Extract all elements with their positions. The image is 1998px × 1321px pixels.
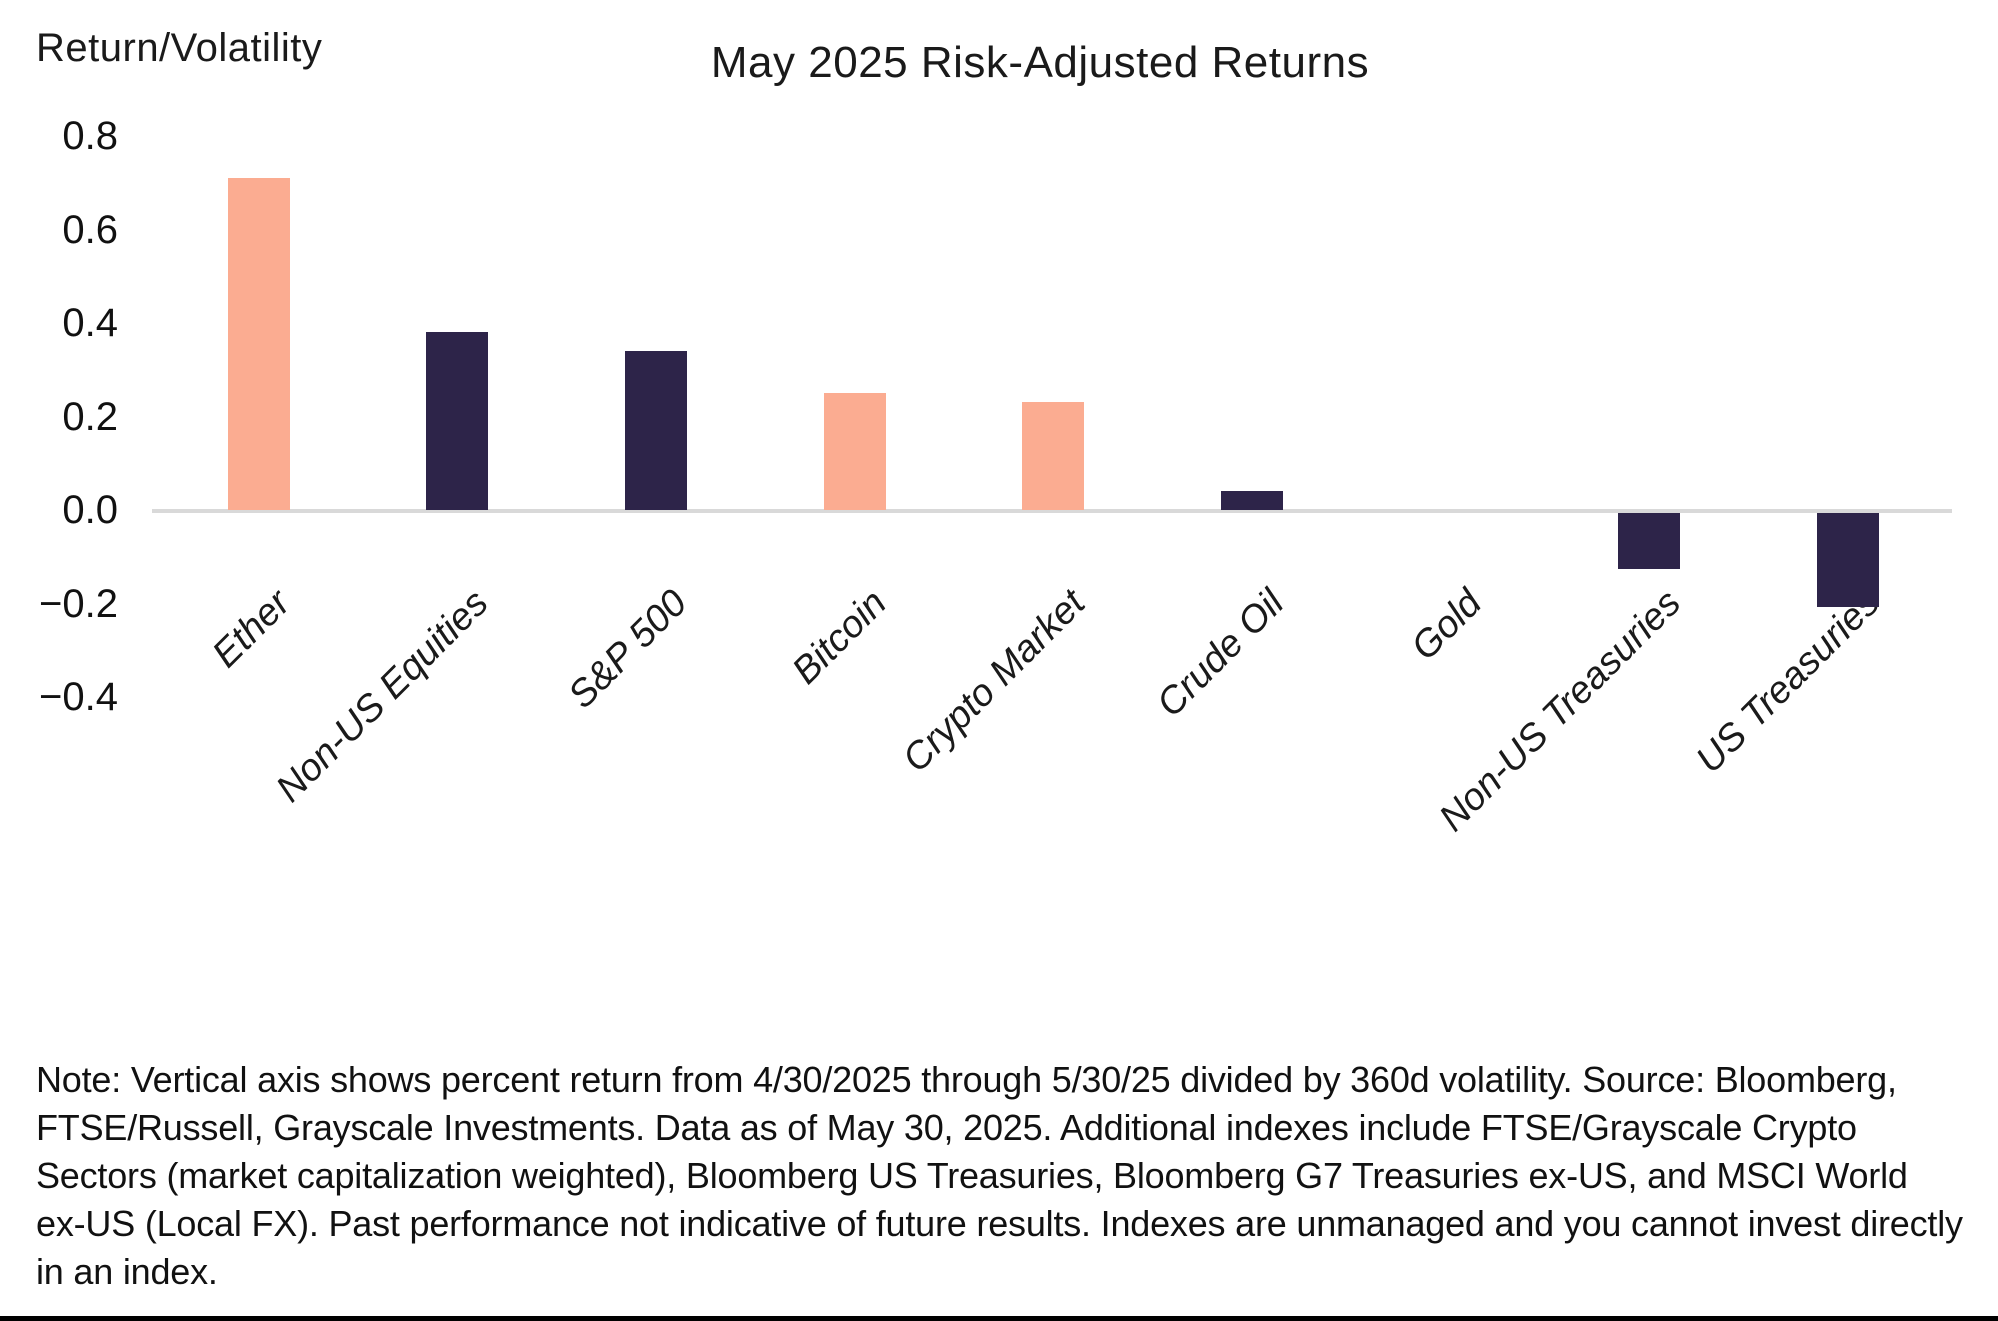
bar-ether <box>227 178 290 510</box>
y-tick-label: 0.0 <box>62 488 118 532</box>
x-category-label: S&P 500 <box>560 582 696 717</box>
x-category-label: Crypto Market <box>894 582 1094 781</box>
footnote: Note: Vertical axis shows percent return… <box>36 1059 1963 1292</box>
y-axis-title: Return/Volatility <box>36 26 323 70</box>
bar-bitcoin <box>823 393 886 510</box>
x-category-label: Non-US Equities <box>268 582 497 811</box>
y-tick-label: 0.4 <box>62 301 118 345</box>
y-tick-label: 0.2 <box>62 394 118 439</box>
y-tick-label: 0.6 <box>62 207 118 252</box>
x-category-label: Bitcoin <box>783 582 895 693</box>
y-tick-label: 0.8 <box>62 114 118 158</box>
x-category-label: Gold <box>1403 582 1491 669</box>
bar-crypto-market <box>1022 402 1085 510</box>
bar-non-us-equities <box>426 332 489 510</box>
x-category-label: Crude Oil <box>1148 582 1292 726</box>
bottom-divider <box>0 1316 1998 1321</box>
bar-s-p-500 <box>624 351 687 510</box>
bar-non-us-treasuries <box>1618 513 1681 570</box>
y-tick-label: −0.2 <box>39 581 118 626</box>
y-tick-label: −0.4 <box>39 675 118 719</box>
chart-title: May 2025 Risk-Adjusted Returns <box>710 38 1370 87</box>
zero-baseline <box>152 509 1952 513</box>
x-category-label: Ether <box>204 582 299 676</box>
x-category-label: US Treasuries <box>1688 582 1888 782</box>
bar-crude-oil <box>1221 491 1283 510</box>
bar-us-treasuries <box>1817 513 1880 607</box>
